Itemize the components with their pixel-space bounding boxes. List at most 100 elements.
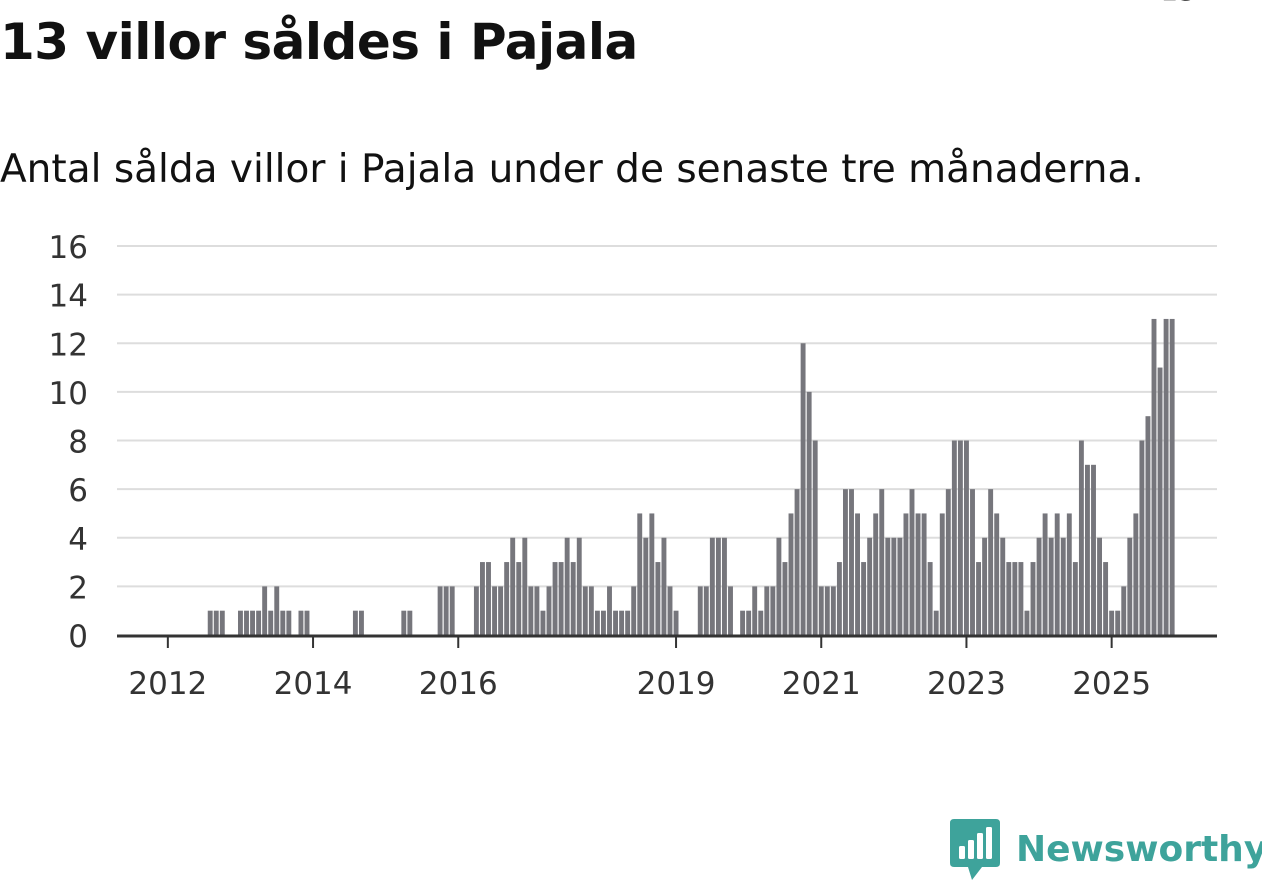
bar [1042,513,1048,635]
y-tick-label: 16 [49,230,88,266]
bar [794,489,800,636]
value-annotation: 13 [1160,0,1196,7]
bar [1018,562,1024,635]
bar [407,610,413,635]
bar [715,537,721,635]
gridlines [117,245,1217,588]
bar [927,562,933,635]
bar [576,537,582,635]
bar [540,610,546,635]
bar [1115,610,1121,635]
y-tick-label: 2 [68,570,88,606]
bar [1109,610,1115,635]
bar [207,610,213,635]
bar [492,586,497,636]
bar [1163,318,1169,635]
y-tick-label: 12 [49,327,88,363]
bar [564,537,570,635]
bar [552,562,558,635]
bar [250,610,255,635]
bar [806,391,812,636]
bar [915,513,921,635]
bar [939,513,945,635]
bar [1012,562,1018,635]
bar [286,610,292,635]
bar [655,562,661,635]
bar [776,537,782,635]
bar [703,586,709,636]
y-axis-tick-labels: 0 2 4 6 8 10 12 14 16 [49,230,88,655]
bar [607,586,612,636]
bar [830,586,836,636]
x-axis-tick-labels: 2012 2014 2016 2019 2021 2023 2025 [128,666,1151,702]
bar [473,586,479,636]
bar [722,537,727,635]
bar [855,513,860,635]
bar [1066,513,1072,635]
bar [788,513,794,635]
x-tick-label: 2019 [637,666,716,702]
bar [957,440,963,635]
bar [504,562,510,635]
bar [667,586,673,636]
bar [849,489,854,636]
bar [1000,537,1006,635]
bar [861,562,867,635]
bar [897,537,903,635]
bar [352,610,358,635]
bar [885,537,891,635]
bar [1048,537,1054,635]
bar [951,440,957,635]
bar [613,610,618,635]
bar [873,513,879,635]
bar [486,562,491,635]
bar [213,610,219,635]
bar [298,610,304,635]
bar [401,610,407,635]
bars [207,318,1175,636]
bar [1151,318,1157,635]
y-tick-label: 8 [68,425,88,461]
bar [1078,440,1084,635]
bar [498,586,504,636]
bar [649,513,655,635]
bar [570,562,576,635]
bar [1157,367,1163,635]
bar [449,586,455,636]
bar [661,537,667,635]
bar [1091,464,1096,635]
chart-subtitle: Antal sålda villor i Pajala under de sen… [0,147,1144,192]
bar [588,586,594,636]
bar-chart-badge-icon [950,819,1000,880]
y-tick-label: 14 [49,279,88,315]
bar [752,586,758,636]
bar [510,537,516,635]
y-tick-label: 10 [49,376,88,412]
bar [812,440,818,635]
bar [1127,537,1133,635]
x-axis [117,634,1217,648]
bar [673,610,679,635]
x-tick-label: 2021 [782,666,861,702]
chart-title: 13 villor såldes i Pajala [0,13,638,71]
bar [268,610,274,635]
bar [1054,513,1060,635]
bar [740,610,746,635]
bar [697,586,703,636]
newsworthy-logo: Newsworthy [950,818,1262,882]
bar [764,586,770,636]
x-tick-label: 2025 [1072,666,1151,702]
bar [625,610,631,635]
bar [1121,586,1127,636]
bar [631,586,637,636]
bar [643,537,649,635]
y-tick-label: 0 [68,619,88,655]
bar [1036,537,1042,635]
bar [994,513,1000,635]
bar [619,610,625,635]
bar [836,562,842,635]
bar [443,586,449,636]
bar [522,537,528,635]
bar [1103,562,1109,635]
